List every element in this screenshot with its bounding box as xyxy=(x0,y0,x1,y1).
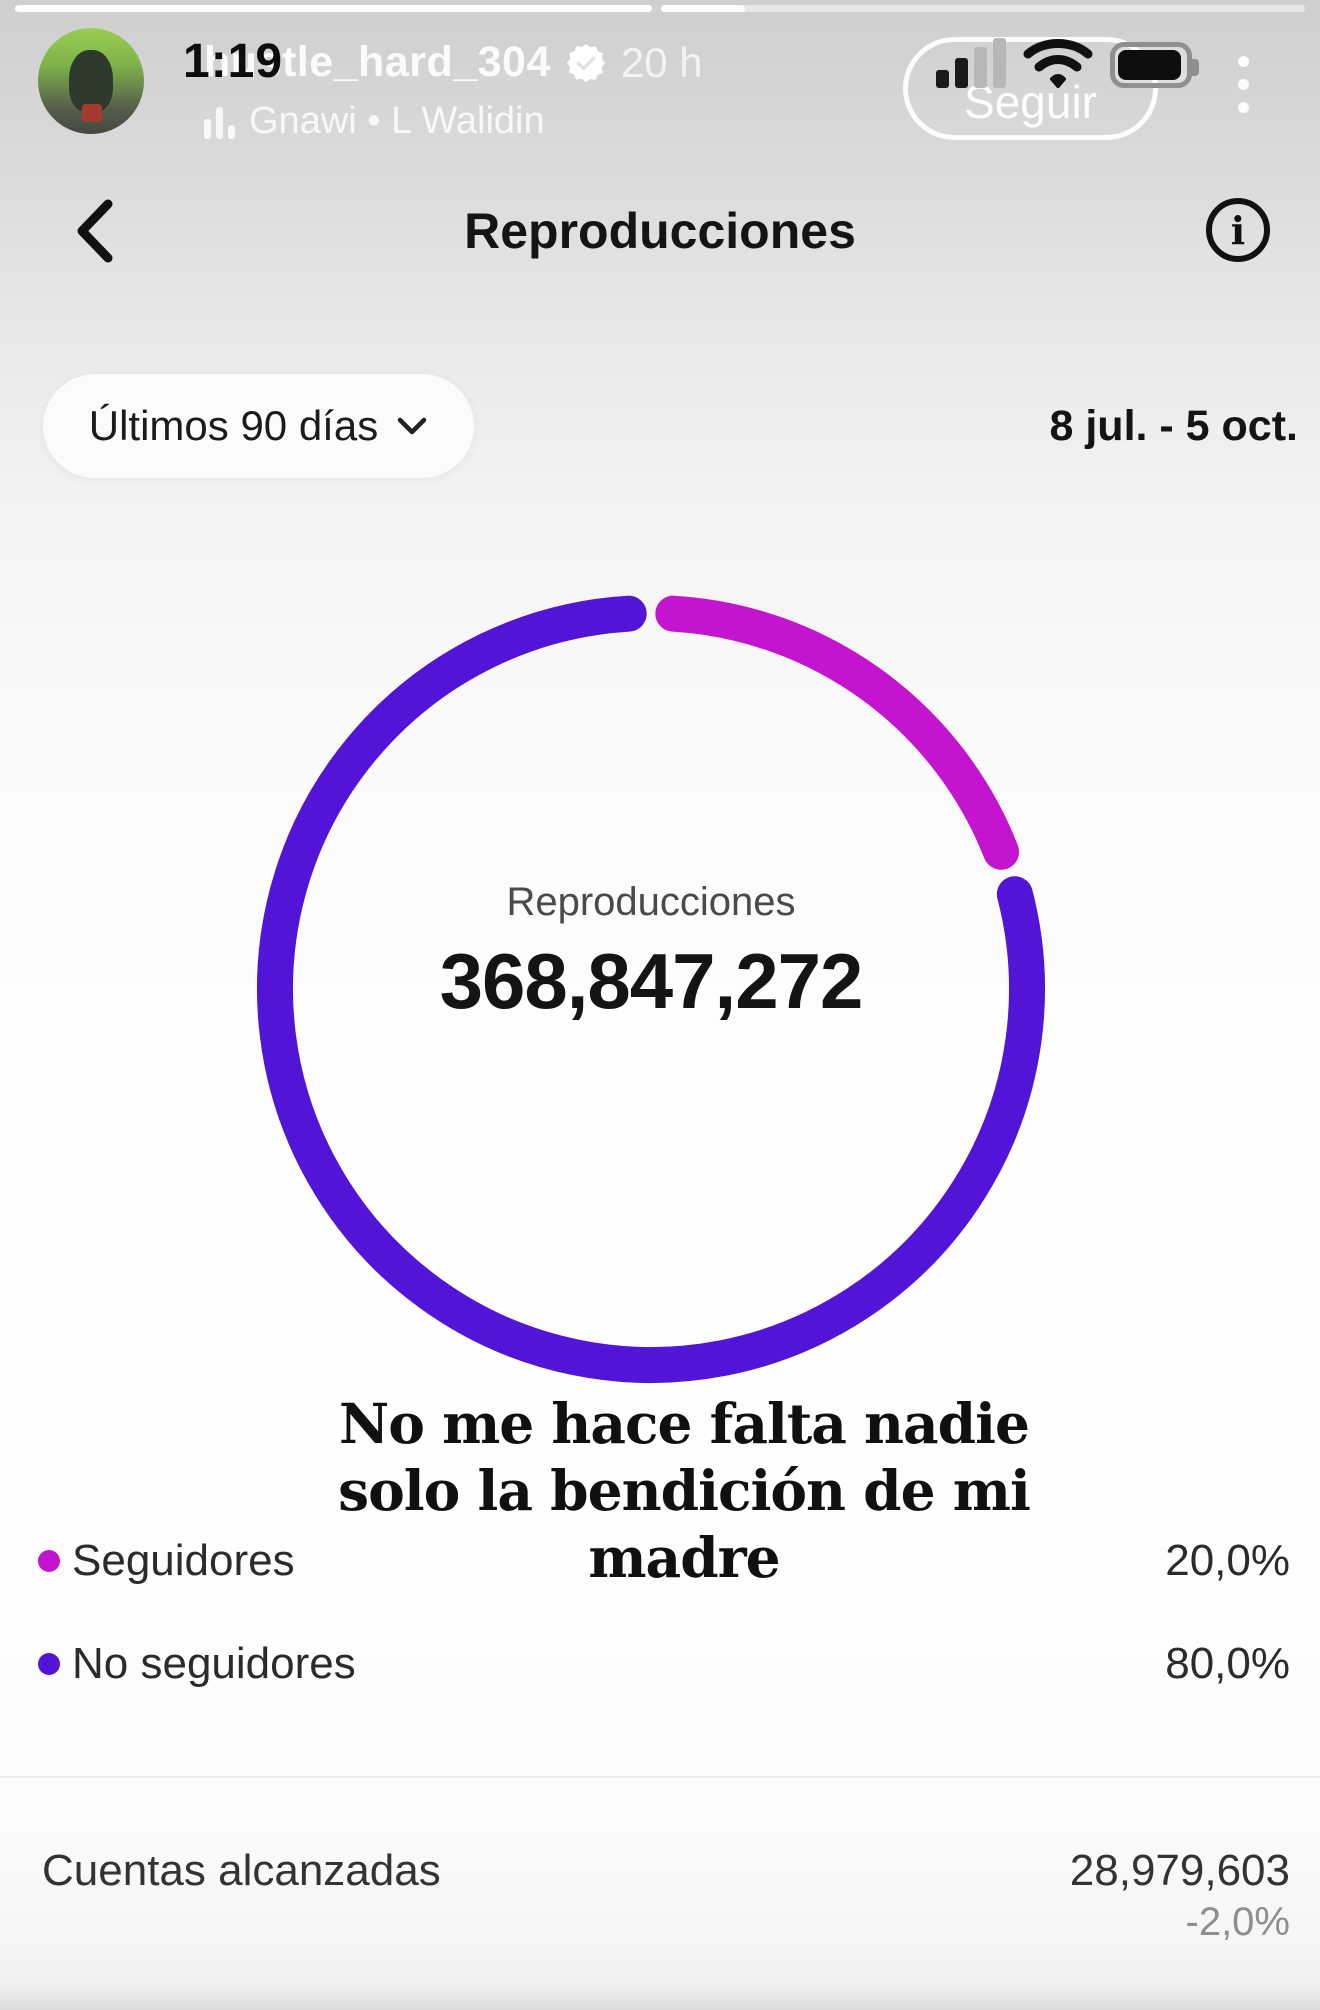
legend-dot-seguidores xyxy=(38,1550,60,1572)
bottom-fade xyxy=(0,1988,1320,2010)
legend-label: Seguidores xyxy=(72,1536,295,1585)
sticker-line: madre xyxy=(588,1525,780,1590)
story-progress-fill-1 xyxy=(15,5,652,12)
wifi-icon xyxy=(1023,39,1093,88)
accounts-reached-delta: -2,0% xyxy=(1185,1900,1291,1944)
accounts-reached-value: 28,979,603 xyxy=(1069,1846,1290,1895)
username[interactable]: hustle_hard_304 xyxy=(204,38,551,86)
battery-level xyxy=(1118,50,1182,80)
period-filter-label: Últimos 90 días xyxy=(88,402,379,449)
story-progress-segment-2 xyxy=(661,5,1305,12)
status-bar-clock: 1:19 xyxy=(183,35,284,88)
story-progress-fill-2 xyxy=(661,5,745,12)
accounts-reached-label: Cuentas alcanzadas xyxy=(42,1846,441,1895)
legend-row-no-seguidores: No seguidores 80,0% xyxy=(0,1639,1320,1689)
sticker-line: solo la bendición de mi xyxy=(338,1458,1031,1523)
date-range: 8 jul. - 5 oct. xyxy=(1049,402,1299,450)
legend-row-seguidores: Seguidores 20,0% xyxy=(0,1536,1320,1586)
donut-center-label: Reproducciones xyxy=(506,880,796,924)
donut-slice-no-seguidores xyxy=(257,595,1045,1383)
verified-badge-icon xyxy=(566,43,605,82)
donut-center-value: 368,847,272 xyxy=(439,937,864,1025)
sticker-line: No me hace falta nadie xyxy=(338,1391,1030,1456)
cellular-signal-icon xyxy=(936,38,1006,88)
story-time-ago: 20 h xyxy=(620,38,703,86)
info-icon[interactable]: i xyxy=(1206,198,1270,262)
story-more-options-button[interactable] xyxy=(1238,56,1249,125)
music-attribution: Gnawi • L Walidin xyxy=(249,100,545,142)
section-divider xyxy=(0,1776,1320,1778)
battery-icon xyxy=(1110,42,1199,88)
views-donut-chart xyxy=(257,595,1045,1383)
avatar[interactable] xyxy=(38,28,144,134)
story-header: hustle_hard_304 20 h xyxy=(204,38,703,87)
legend-value: 20,0% xyxy=(1165,1536,1290,1585)
back-button[interactable] xyxy=(72,198,116,264)
legend-dot-no-seguidores xyxy=(38,1653,60,1675)
story-progress-segment-1 xyxy=(15,5,652,12)
music-attribution-row[interactable]: Gnawi • L Walidin xyxy=(204,100,545,143)
chevron-down-icon xyxy=(397,417,427,435)
page-title: Reproducciones xyxy=(464,203,856,259)
donut-slice-seguidores xyxy=(655,595,1020,870)
story-text-sticker: No me hace falta nadie solo la bendición… xyxy=(234,1390,1134,1591)
battery-nub xyxy=(1192,59,1199,76)
legend-label: No seguidores xyxy=(72,1639,356,1688)
legend-value: 80,0% xyxy=(1165,1639,1290,1688)
audio-bars-icon xyxy=(204,105,235,139)
period-filter-dropdown[interactable]: Últimos 90 días xyxy=(43,374,474,478)
